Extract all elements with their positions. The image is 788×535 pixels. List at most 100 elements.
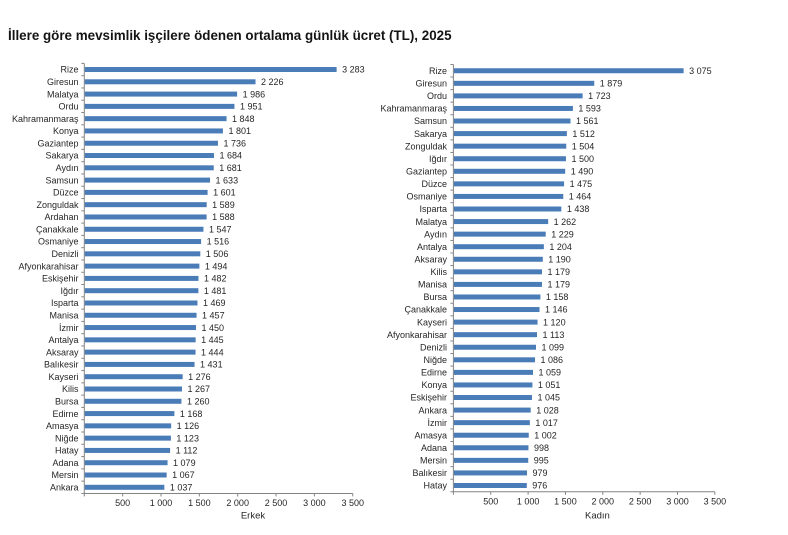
svg-text:Ankara: Ankara (50, 483, 79, 493)
svg-text:500: 500 (483, 496, 498, 506)
svg-text:1 500: 1 500 (188, 498, 211, 508)
svg-text:Amasya: Amasya (414, 430, 447, 440)
svg-text:Aksaray: Aksaray (46, 347, 79, 357)
svg-text:Ordu: Ordu (58, 102, 78, 112)
svg-text:995: 995 (534, 456, 549, 466)
svg-text:Niğde: Niğde (423, 355, 447, 365)
svg-text:Amasya: Amasya (46, 421, 79, 431)
svg-text:1 601: 1 601 (213, 188, 236, 198)
svg-text:1 879: 1 879 (600, 79, 623, 89)
svg-text:1 561: 1 561 (576, 116, 599, 126)
svg-text:Iğdır: Iğdır (60, 286, 78, 296)
svg-text:Isparta: Isparta (51, 298, 79, 308)
svg-text:1 450: 1 450 (202, 323, 225, 333)
svg-text:Samsun: Samsun (414, 116, 447, 126)
svg-text:1 179: 1 179 (547, 280, 570, 290)
svg-text:1 123: 1 123 (176, 433, 199, 443)
svg-text:1 589: 1 589 (212, 200, 235, 210)
svg-text:Iğdır: Iğdır (429, 154, 447, 164)
svg-text:1 037: 1 037 (170, 483, 193, 493)
svg-text:1 801: 1 801 (228, 126, 251, 136)
svg-text:1 504: 1 504 (572, 141, 595, 151)
svg-text:Edirne: Edirne (52, 409, 78, 419)
svg-text:Adana: Adana (421, 443, 447, 453)
svg-text:Balıkesir: Balıkesir (412, 468, 447, 478)
svg-text:1 681: 1 681 (219, 163, 242, 173)
svg-text:Niğde: Niğde (55, 433, 79, 443)
svg-text:Mersin: Mersin (420, 456, 447, 466)
svg-text:1 444: 1 444 (201, 347, 224, 357)
svg-text:1 260: 1 260 (187, 396, 210, 406)
svg-text:Sakarya: Sakarya (414, 129, 447, 139)
svg-text:1 633: 1 633 (216, 175, 239, 185)
svg-text:Konya: Konya (421, 380, 447, 390)
svg-text:976: 976 (532, 481, 547, 491)
svg-text:1 168: 1 168 (180, 409, 203, 419)
svg-text:1 445: 1 445 (201, 335, 224, 345)
svg-text:1 000: 1 000 (150, 498, 173, 508)
svg-text:1 736: 1 736 (223, 138, 246, 148)
svg-text:2 226: 2 226 (261, 77, 284, 87)
svg-text:1 002: 1 002 (534, 430, 557, 440)
svg-text:1 028: 1 028 (536, 405, 559, 415)
svg-text:1 179: 1 179 (547, 267, 570, 277)
svg-text:1 126: 1 126 (177, 421, 200, 431)
svg-text:Kayseri: Kayseri (417, 317, 447, 327)
svg-text:1 475: 1 475 (570, 179, 593, 189)
svg-text:3 000: 3 000 (303, 498, 326, 508)
svg-text:1 099: 1 099 (542, 342, 565, 352)
svg-text:3 500: 3 500 (704, 496, 727, 506)
svg-text:1 067: 1 067 (172, 470, 195, 480)
svg-text:Zonguldak: Zonguldak (405, 141, 448, 151)
svg-text:İzmir: İzmir (59, 323, 79, 333)
svg-text:1 986: 1 986 (243, 89, 266, 99)
svg-text:Edirne: Edirne (421, 368, 447, 378)
svg-text:Afyonkarahisar: Afyonkarahisar (387, 330, 447, 340)
svg-text:İzmir: İzmir (428, 418, 448, 428)
svg-text:1 500: 1 500 (554, 496, 577, 506)
svg-text:Antalya: Antalya (417, 242, 447, 252)
svg-text:1 276: 1 276 (188, 372, 211, 382)
svg-text:1 684: 1 684 (219, 151, 242, 161)
svg-text:Kahramanmaraş: Kahramanmaraş (380, 104, 447, 114)
svg-text:3 075: 3 075 (689, 66, 712, 76)
svg-text:2 500: 2 500 (265, 498, 288, 508)
svg-text:1 516: 1 516 (207, 237, 230, 247)
svg-text:Kahramanmaraş: Kahramanmaraş (12, 114, 79, 124)
svg-text:979: 979 (533, 468, 548, 478)
svg-text:1 262: 1 262 (554, 217, 577, 227)
svg-text:1 079: 1 079 (173, 458, 196, 468)
svg-text:Osmaniye: Osmaniye (38, 237, 79, 247)
svg-text:Çanakkale: Çanakkale (404, 305, 447, 315)
svg-text:Kayseri: Kayseri (48, 372, 78, 382)
svg-text:Bursa: Bursa (423, 292, 447, 302)
svg-text:2 500: 2 500 (629, 496, 652, 506)
svg-text:Erkek: Erkek (241, 510, 266, 521)
svg-text:Denizli: Denizli (420, 342, 447, 352)
svg-text:Aksaray: Aksaray (414, 254, 447, 264)
svg-text:1 469: 1 469 (203, 298, 226, 308)
svg-text:1 438: 1 438 (567, 204, 590, 214)
svg-text:1 500: 1 500 (571, 154, 594, 164)
svg-text:Denizli: Denizli (51, 249, 78, 259)
svg-text:Malatya: Malatya (47, 89, 79, 99)
svg-text:3 000: 3 000 (666, 496, 689, 506)
svg-text:1 120: 1 120 (543, 317, 566, 327)
svg-text:Mersin: Mersin (51, 470, 78, 480)
svg-text:Osmaniye: Osmaniye (406, 192, 447, 202)
svg-text:998: 998 (534, 443, 549, 453)
svg-text:1 267: 1 267 (187, 384, 210, 394)
svg-text:Kilis: Kilis (62, 384, 79, 394)
svg-text:1 045: 1 045 (537, 393, 560, 403)
svg-text:Hatay: Hatay (423, 481, 447, 491)
svg-text:Adana: Adana (52, 458, 78, 468)
svg-text:1 051: 1 051 (538, 380, 561, 390)
svg-text:1 481: 1 481 (204, 286, 227, 296)
svg-text:Bursa: Bursa (55, 396, 79, 406)
svg-text:Ardahan: Ardahan (44, 212, 78, 222)
svg-text:Hatay: Hatay (55, 446, 79, 456)
svg-text:1 723: 1 723 (588, 91, 611, 101)
svg-text:Çanakkale: Çanakkale (36, 224, 79, 234)
svg-text:Aydın: Aydın (424, 229, 447, 239)
svg-text:1 158: 1 158 (546, 292, 569, 302)
